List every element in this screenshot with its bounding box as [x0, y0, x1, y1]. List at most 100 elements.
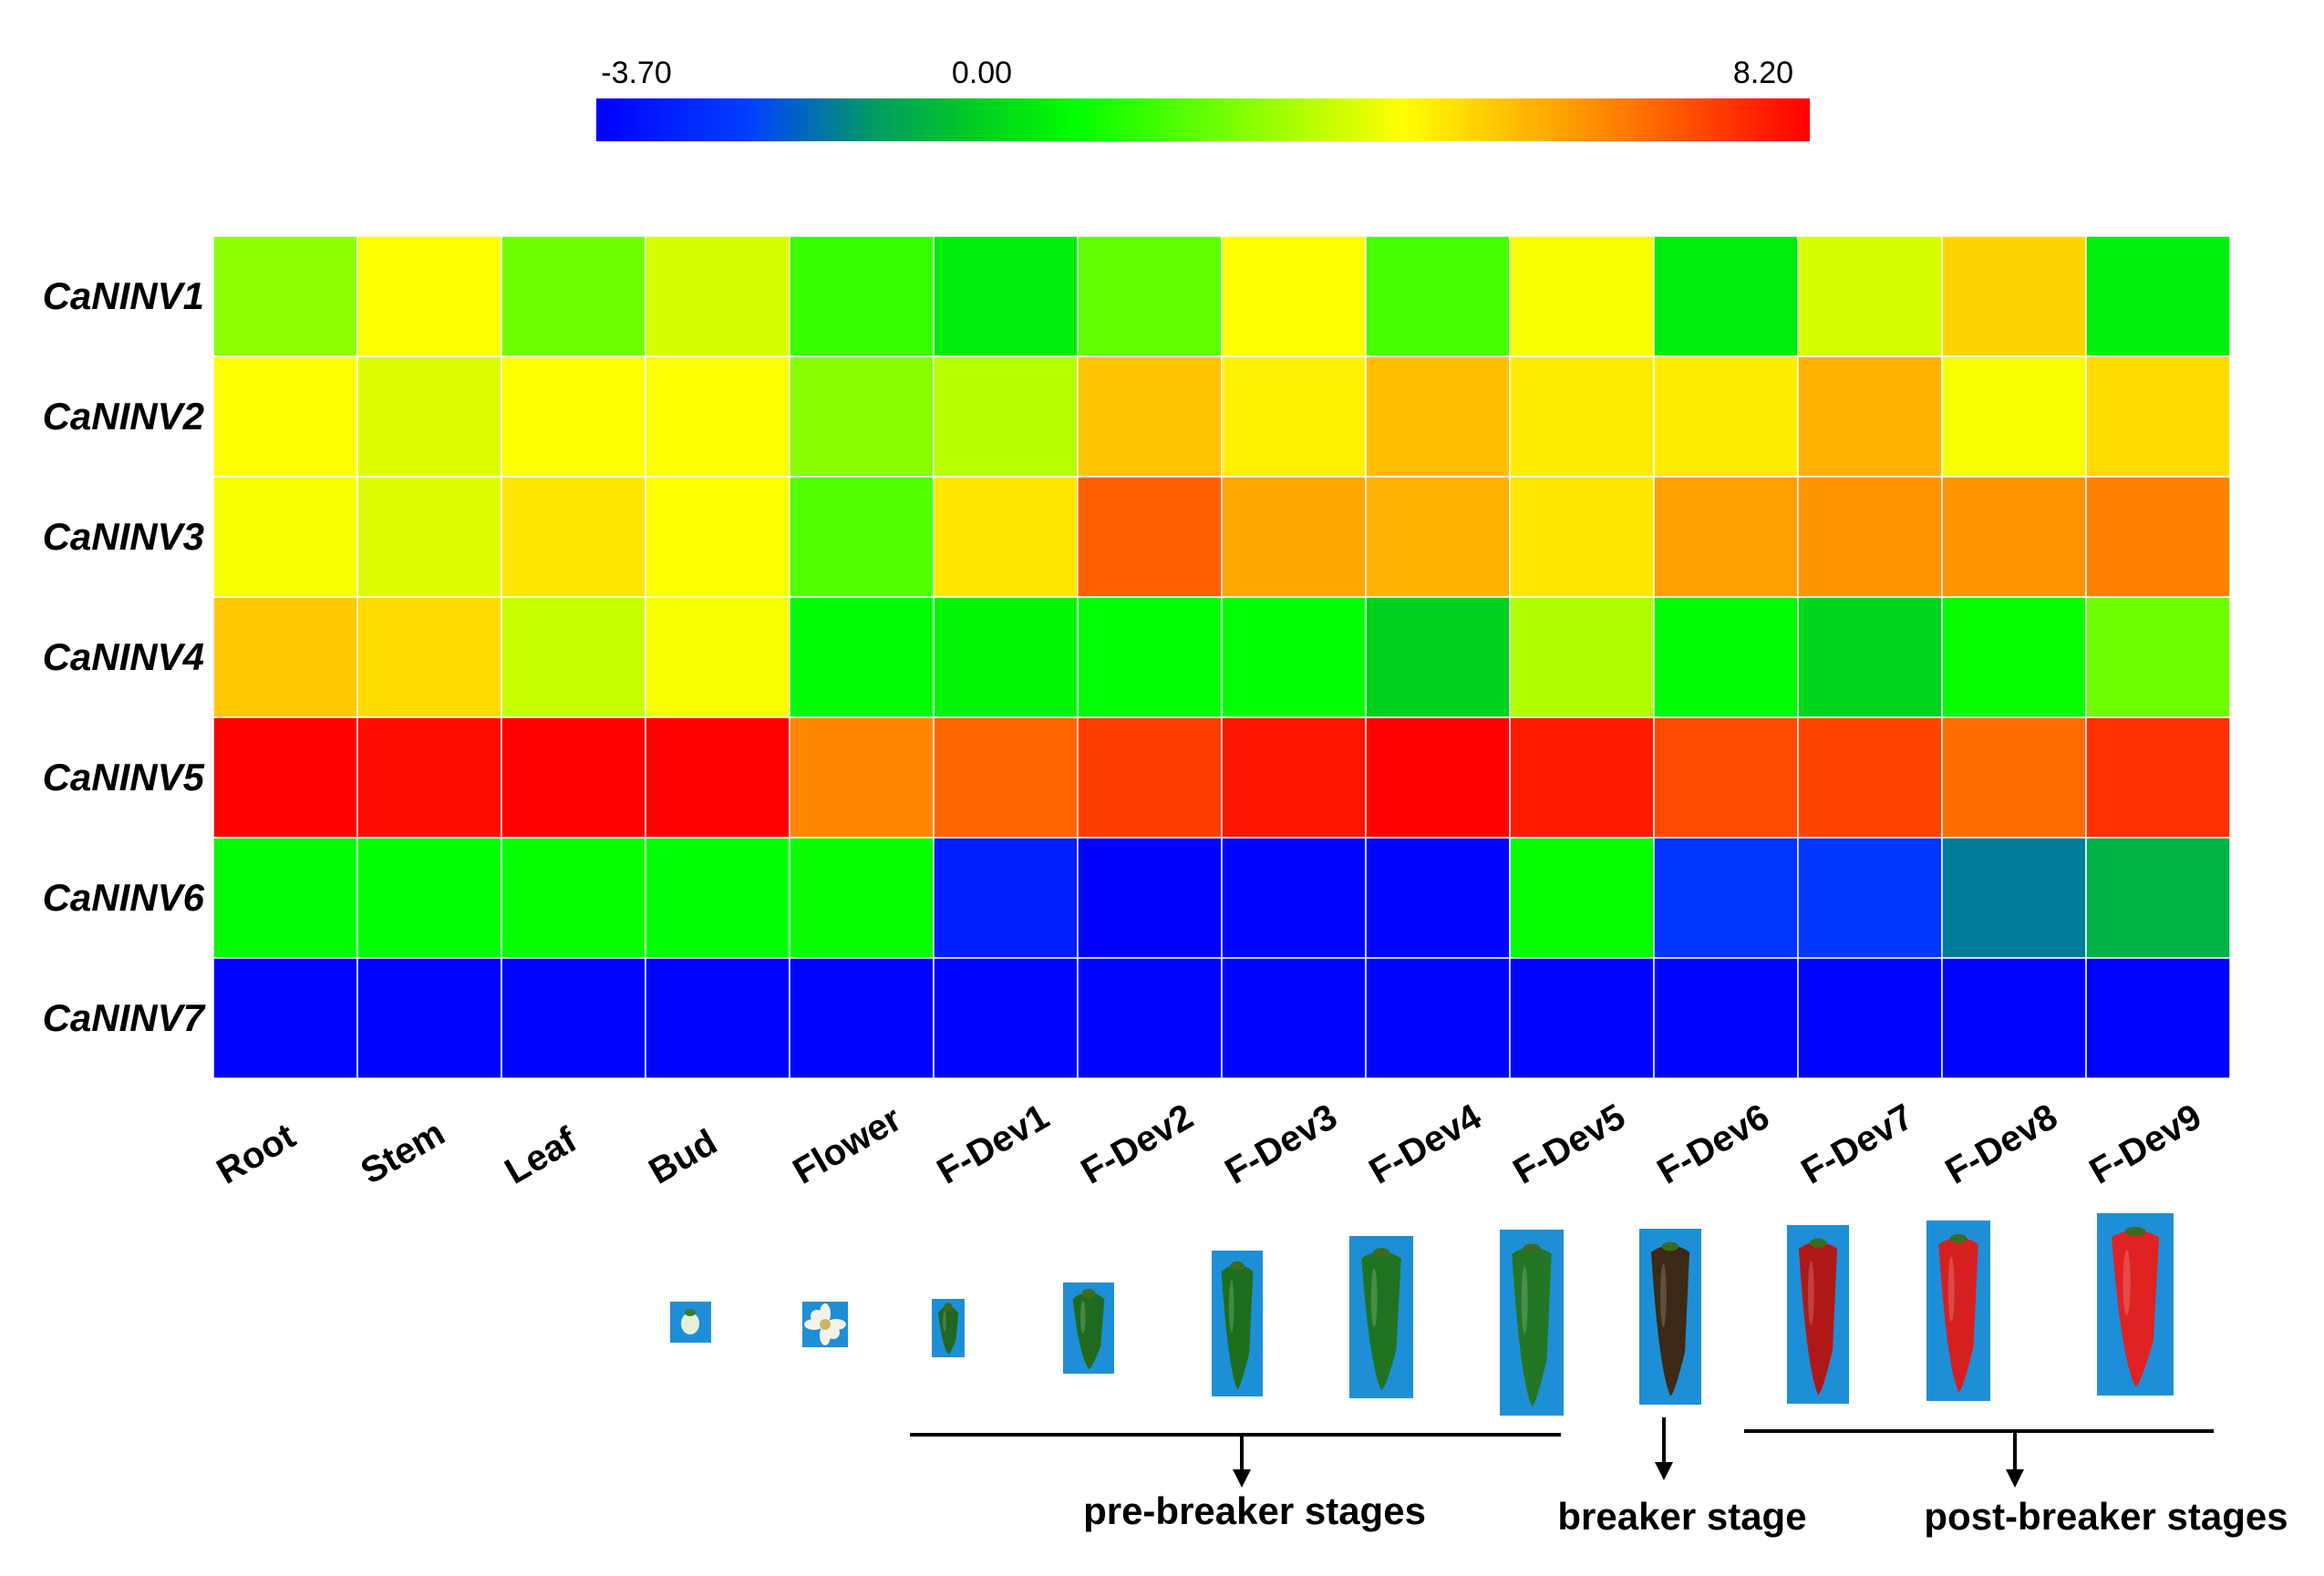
pepper-fruit: [1650, 1245, 1690, 1396]
heatmap-cell: [2085, 235, 2231, 357]
heatmap-cell: [212, 355, 358, 478]
heatmap-cell: [1077, 235, 1223, 357]
row-label: CaNINV2: [43, 395, 204, 438]
heatmap-cell: [789, 596, 935, 718]
color-scale: -3.70 0.00 8.20: [596, 56, 1810, 141]
stage-label-pre-breaker: pre-breaker stages: [1083, 1489, 1426, 1532]
heatmap-cell: [1509, 355, 1655, 478]
heatmap-cell: [356, 476, 502, 598]
heatmap-cell: [1797, 596, 1943, 718]
pepper-stem: [1081, 1289, 1096, 1298]
pepper-fruit: [1221, 1264, 1254, 1389]
heatmap-cell: [645, 235, 790, 357]
bud-shape: [681, 1313, 699, 1334]
row-label: CaNINV1: [43, 274, 204, 317]
column-label: F-Dev1: [931, 1097, 1057, 1192]
heatmap-cell: [789, 355, 935, 478]
column-label: F-Dev8: [1939, 1097, 2065, 1192]
heatmap-cell: [1221, 716, 1367, 839]
heatmap-cell: [1941, 837, 2087, 959]
column-label: Root: [211, 1116, 303, 1192]
heatmap-cell: [1653, 716, 1799, 839]
fruit-photos: [932, 1213, 2174, 1416]
heatmap-cells: [212, 235, 2231, 1079]
heatmap-cell: [1653, 476, 1799, 598]
fruit-photo: [1500, 1230, 1564, 1416]
heatmap-cell: [2085, 837, 2231, 959]
row-label: CaNINV4: [43, 635, 204, 678]
color-scale-max-label: 8.20: [1733, 56, 1793, 90]
heatmap-cell: [2085, 355, 2231, 478]
heatmap-cell: [212, 235, 358, 357]
heatmap-cell: [2085, 476, 2231, 598]
pepper-fruit: [937, 1306, 959, 1355]
heatmap-cell: [1221, 957, 1367, 1079]
heatmap-cell: [356, 716, 502, 839]
heatmap-cell: [212, 716, 358, 839]
heatmap-cell: [933, 837, 1079, 959]
fruit-photo: [1063, 1282, 1114, 1374]
heatmap-cell: [789, 235, 935, 357]
row-label: CaNINV7: [43, 996, 206, 1039]
heatmap-cell: [645, 476, 790, 598]
heatmap-cell: [356, 355, 502, 478]
pepper-fruit: [1798, 1241, 1838, 1396]
pepper-stem: [1230, 1261, 1245, 1271]
heatmap-cell: [501, 957, 646, 1079]
pepper-fruit: [2111, 1231, 2160, 1386]
heatmap-cell: [356, 235, 502, 357]
heatmap-cell: [933, 957, 1079, 1079]
heatmap-cell: [2085, 716, 2231, 839]
heatmap-cell: [789, 837, 935, 959]
heatmap-cell: [356, 596, 502, 718]
color-scale-bar: [596, 98, 1810, 141]
fruit-photo: [1349, 1236, 1413, 1398]
row-label: CaNINV5: [43, 756, 205, 798]
stage-brackets: [910, 1417, 2214, 1473]
pepper-highlight: [943, 1310, 946, 1332]
heatmap-cell: [933, 596, 1079, 718]
pepper-fruit: [1072, 1293, 1105, 1369]
heatmap-cell: [1941, 596, 2087, 718]
breaker-arrowhead: [1655, 1462, 1673, 1480]
pepper-highlight: [1521, 1266, 1528, 1334]
heatmap-cell: [1077, 716, 1223, 839]
pepper-highlight: [1079, 1301, 1086, 1334]
heatmap-cell: [501, 476, 646, 598]
column-labels: Root Stem Leaf Bud Flower F-Dev1 F-Dev2 F-Dev3 F…: [211, 1097, 2209, 1192]
heatmap-cell: [1365, 355, 1511, 478]
row-labels: CaNINV1 CaNINV2 CaNINV3 CaNINV4 CaNINV5 CaNIN…: [43, 274, 206, 1039]
heatmap-cell: [1365, 596, 1511, 718]
heatmap-cell: [1941, 716, 2087, 839]
bud-photo: [670, 1302, 711, 1343]
heatmap-cell: [645, 716, 790, 839]
pepper-highlight: [1370, 1268, 1378, 1327]
heatmap-cell: [789, 476, 935, 598]
heatmap-cell: [1221, 476, 1367, 598]
heatmap-cell: [1653, 837, 1799, 959]
fruit-photo: [1926, 1221, 1990, 1401]
column-label: Leaf: [499, 1119, 584, 1192]
column-label: F-Dev2: [1075, 1097, 1201, 1192]
heatmap-cell: [645, 355, 790, 478]
heatmap-cell: [1653, 596, 1799, 718]
heatmap-cell: [645, 837, 790, 959]
heatmap-cell: [1077, 355, 1223, 478]
pepper-stem: [1523, 1243, 1541, 1253]
heatmap-cell: [1077, 596, 1223, 718]
heatmap-cell: [1509, 837, 1655, 959]
pepper-fruit: [1361, 1252, 1401, 1391]
pepper-highlight: [1660, 1263, 1667, 1328]
pepper-highlight: [1228, 1280, 1234, 1333]
flower-center: [820, 1319, 831, 1330]
heatmap-cell: [789, 716, 935, 839]
heatmap-cell: [1365, 837, 1511, 959]
column-label: Stem: [355, 1113, 452, 1192]
heatmap-cell: [1797, 355, 1943, 478]
heatmap-cell: [1653, 355, 1799, 478]
stage-arrowheads: [1233, 1462, 2024, 1488]
color-scale-min-label: -3.70: [601, 56, 672, 90]
heatmap-cell: [933, 235, 1079, 357]
pepper-stem: [2124, 1227, 2146, 1236]
column-label: F-Dev3: [1219, 1097, 1345, 1192]
